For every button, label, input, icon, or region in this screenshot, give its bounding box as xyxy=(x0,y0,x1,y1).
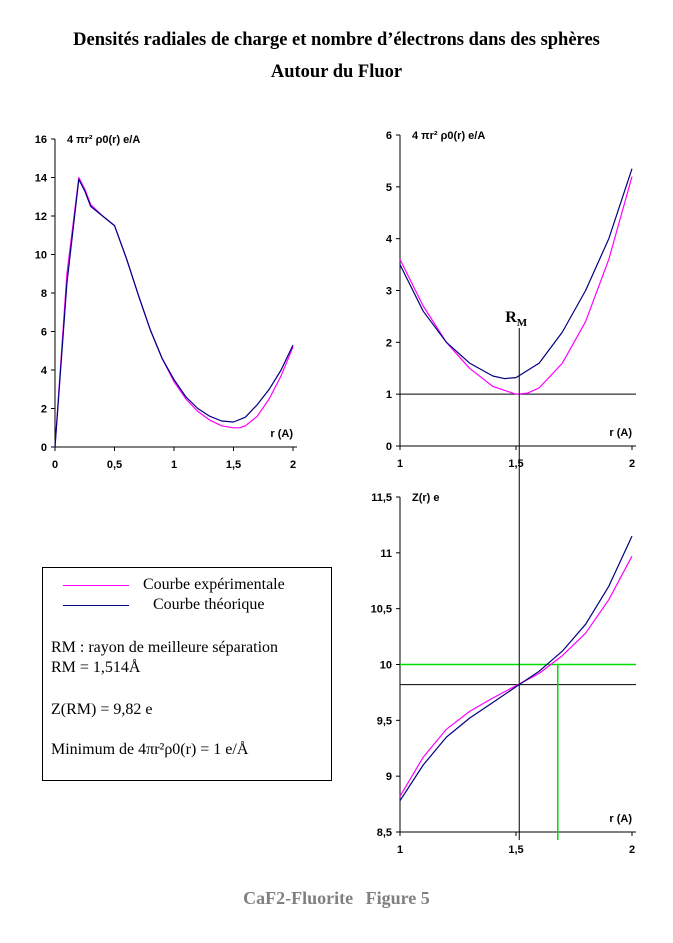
electron-count-y-tick-label: 9,5 xyxy=(377,715,392,727)
density-full-y-tick-label: 2 xyxy=(41,404,47,416)
density-zoom-y-tick-label: 4 xyxy=(386,234,393,246)
electron-count-y-tick-label: 10,5 xyxy=(371,604,392,616)
legend-box: Courbe expérimentale Courbe théorique RM… xyxy=(42,567,332,781)
density-zoom-x-tick-label: 1,5 xyxy=(508,458,523,470)
electron-count-x-tick-label: 1 xyxy=(397,844,403,856)
density-full-x-tick-label: 0,5 xyxy=(107,459,122,471)
density-zoom-y-axis-label: 4 πr² ρ0(r) e/A xyxy=(412,130,485,142)
density-full-x-tick-label: 2 xyxy=(290,459,296,471)
electron-count-y-axis-label: Z(r) e xyxy=(412,492,440,504)
electron-count-y-tick-label: 8,5 xyxy=(377,827,392,839)
z-rm-value: Z(RM) = 9,82 e xyxy=(51,701,153,718)
figure-caption: CaF2-Fluorite Figure 5 xyxy=(0,888,673,909)
density-full-y-tick-label: 0 xyxy=(41,442,47,454)
density-zoom-y-tick-label: 3 xyxy=(386,286,392,298)
density-full-experimental-line xyxy=(54,176,294,448)
rm-value: RM = 1,514Å xyxy=(51,659,141,676)
density-zoom-x-tick-label: 1 xyxy=(397,458,403,470)
electron-count-experimental-line xyxy=(399,555,633,797)
density-full-x-tick-label: 0 xyxy=(52,459,58,471)
density-full-y-tick-label: 16 xyxy=(35,134,47,146)
legend-item-theoretical: Courbe théorique xyxy=(63,596,265,614)
figure-source: CaF2-Fluorite xyxy=(243,888,354,908)
figure-number: Figure 5 xyxy=(365,888,430,908)
density-minimum: Minimum de 4πr²ρ0(r) = 1 e/Å xyxy=(51,741,249,758)
legend-item-experimental: Courbe expérimentale xyxy=(63,576,285,594)
electron-count-x-axis-label: r (A) xyxy=(609,813,632,825)
electron-count-y-tick-label: 11,5 xyxy=(371,492,392,504)
density-zoom-y-tick-label: 5 xyxy=(386,182,392,194)
density-full-x-axis-label: r (A) xyxy=(270,428,293,440)
density-zoom-y-tick-label: 6 xyxy=(386,130,392,142)
density-full-y-axis-label: 4 πr² ρ0(r) e/A xyxy=(67,134,140,146)
density-full-y-tick-label: 8 xyxy=(41,288,47,300)
density-zoom-experimental-line xyxy=(399,176,633,395)
electron-count-x-tick-label: 1,5 xyxy=(508,844,523,856)
density-full-x-tick-label: 1,5 xyxy=(226,459,241,471)
density-full-y-tick-label: 14 xyxy=(35,173,48,185)
density-zoom-x-tick-label: 2 xyxy=(629,458,635,470)
electron-count-y-tick-label: 11 xyxy=(380,548,392,560)
rm-marker-label: RM xyxy=(505,309,528,329)
density-zoom-y-tick-label: 1 xyxy=(386,389,392,401)
legend-label-experimental: Courbe expérimentale xyxy=(143,576,285,593)
legend-label-theoretical: Courbe théorique xyxy=(153,596,265,613)
chart-subtitle: Autour du Fluor xyxy=(270,62,403,82)
density-zoom-x-axis-label: r (A) xyxy=(609,427,632,439)
electron-count-theoretical-line xyxy=(399,535,633,802)
density-full-y-tick-label: 6 xyxy=(41,327,47,339)
density-full-y-tick-label: 10 xyxy=(35,250,47,262)
density-zoom-y-tick-label: 2 xyxy=(386,337,392,349)
electron-count-y-tick-label: 9 xyxy=(386,771,392,783)
legend-swatch-experimental xyxy=(63,584,129,586)
density-full-theoretical-line xyxy=(54,178,294,448)
chart-title: Densités radiales de charge et nombre d’… xyxy=(73,30,600,50)
density-zoom-y-tick-label: 0 xyxy=(386,441,392,453)
density-full-x-tick-label: 1 xyxy=(171,459,177,471)
electron-count-x-tick-label: 2 xyxy=(629,844,635,856)
rm-definition: RM : rayon de meilleure séparation xyxy=(51,639,279,656)
legend-swatch-theoretical xyxy=(63,604,129,606)
density-full-y-tick-label: 12 xyxy=(35,211,47,223)
density-zoom-theoretical-line xyxy=(399,168,633,380)
density-full-y-tick-label: 4 xyxy=(41,365,48,377)
electron-count-y-tick-label: 10 xyxy=(380,660,392,672)
